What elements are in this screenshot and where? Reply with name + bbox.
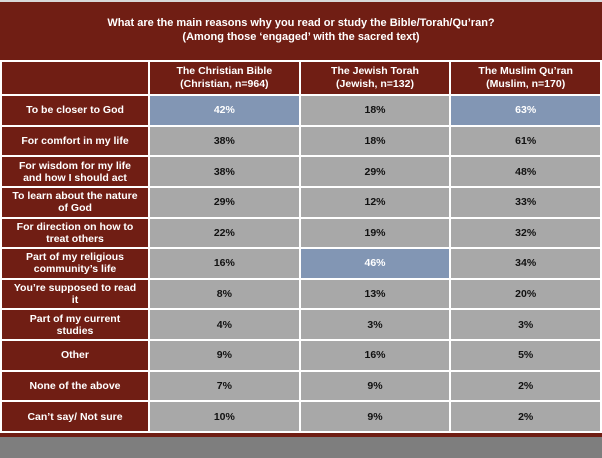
- data-cell: 4%: [150, 310, 299, 340]
- row-label-nature-of-god: To learn about the nature of God: [2, 187, 148, 217]
- column-header-sample: (Christian, n=964): [180, 78, 269, 90]
- title-line-1: What are the main reasons why you read o…: [107, 17, 495, 29]
- row-label-closer-to-god: To be closer to God: [2, 96, 148, 125]
- column-header-muslim-quran: The Muslim Qu’ran (Muslim, n=170): [451, 62, 600, 94]
- data-cell: 16%: [150, 249, 299, 278]
- row-label-wisdom: For wisdom for my life and how I should …: [2, 157, 148, 186]
- data-cell: 7%: [150, 371, 299, 401]
- data-cell: 61%: [451, 126, 600, 156]
- data-cell: 20%: [451, 279, 600, 309]
- row-label-direction: For direction on how to treat others: [2, 218, 148, 248]
- data-cell: 9%: [300, 371, 450, 401]
- data-cell: 38%: [150, 126, 299, 156]
- data-cell: 32%: [451, 218, 600, 248]
- data-cell: 48%: [451, 157, 600, 186]
- data-cell: 38%: [150, 157, 299, 186]
- data-cell: 18%: [300, 96, 450, 125]
- column-header-jewish-torah: The Jewish Torah (Jewish, n=132): [300, 62, 450, 94]
- data-cell: 29%: [150, 187, 299, 217]
- data-cell: 16%: [300, 341, 450, 370]
- data-cell: 2%: [451, 402, 600, 431]
- data-cell: 9%: [150, 341, 299, 370]
- slide-title: What are the main reasons why you read o…: [0, 2, 602, 58]
- data-cell: 3%: [300, 310, 450, 340]
- data-cell: 13%: [300, 279, 450, 309]
- data-cell: 9%: [300, 402, 450, 431]
- row-label-other: Other: [2, 341, 148, 370]
- data-cell: 19%: [300, 218, 450, 248]
- data-cell: 12%: [300, 187, 450, 217]
- row-label-none-of-above: None of the above: [2, 371, 148, 401]
- data-cell: 29%: [300, 157, 450, 186]
- data-cell: 8%: [150, 279, 299, 309]
- data-cell-highlighted: 42%: [150, 96, 299, 125]
- data-cell: 10%: [150, 402, 299, 431]
- results-table: The Christian Bible (Christian, n=964) T…: [0, 60, 602, 433]
- title-line-2: (Among those ‘engaged’ with the sacred t…: [182, 31, 420, 43]
- data-cell-highlighted: 46%: [300, 249, 450, 278]
- column-header-sample: (Muslim, n=170): [486, 78, 566, 90]
- column-header-christian-bible: The Christian Bible (Christian, n=964): [150, 62, 299, 94]
- row-label-current-studies: Part of my current studies: [2, 310, 148, 340]
- data-cell: 5%: [451, 341, 600, 370]
- data-cell-highlighted: 63%: [451, 96, 600, 125]
- data-cell: 18%: [300, 126, 450, 156]
- row-label-community: Part of my religious community’s life: [2, 249, 148, 278]
- column-header-title: The Jewish Torah: [331, 65, 419, 77]
- column-header-title: The Christian Bible: [176, 65, 273, 77]
- footer-bar: [0, 437, 602, 458]
- column-header-sample: (Jewish, n=132): [336, 78, 414, 90]
- data-cell: 34%: [451, 249, 600, 278]
- data-cell: 33%: [451, 187, 600, 217]
- data-cell: 2%: [451, 371, 600, 401]
- row-label-comfort: For comfort in my life: [2, 126, 148, 156]
- column-header-title: The Muslim Qu’ran: [478, 65, 573, 77]
- table-corner-cell: [2, 62, 148, 94]
- data-cell: 22%: [150, 218, 299, 248]
- data-cell: 3%: [451, 310, 600, 340]
- row-label-cant-say: Can’t say/ Not sure: [2, 402, 148, 431]
- row-label-supposed-to-read: You’re supposed to read it: [2, 279, 148, 309]
